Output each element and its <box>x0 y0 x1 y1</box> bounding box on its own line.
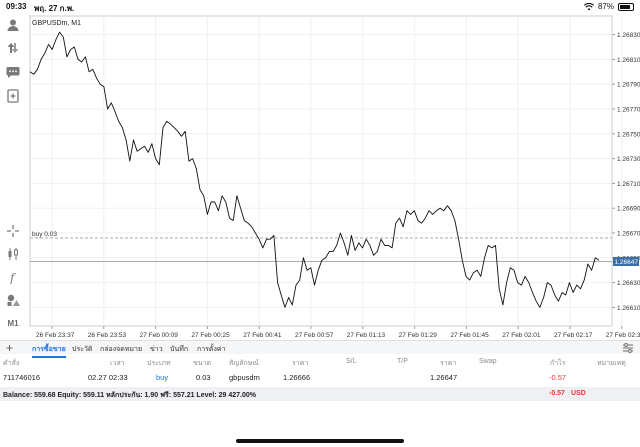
col-sl: S/L <box>346 358 357 365</box>
x-tick-label: 27 Feb 00:41 <box>243 332 282 339</box>
current-price-label: 1.26647 <box>615 259 639 266</box>
x-tick-label: 27 Feb 00:57 <box>295 332 334 339</box>
y-tick-label: 1.26810 <box>617 57 640 64</box>
order-line-label: buy 0.03 <box>32 231 57 238</box>
order-id: 711746016 <box>3 373 40 382</box>
col-type: ประเภท <box>147 360 171 367</box>
objects-icon[interactable] <box>4 291 22 309</box>
status-date: พฤ. 27 ก.พ. <box>34 4 75 13</box>
x-tick-label: 26 Feb 23:37 <box>36 332 75 339</box>
col-swap: Swap <box>479 358 497 365</box>
col-profit: กำไร <box>550 360 566 367</box>
table-row[interactable]: 711746016 02.27 02:33 buy 0.03 gbpusdm 1… <box>0 370 640 386</box>
plot-frame <box>29 15 613 327</box>
col-order: คำสั่ง <box>3 360 20 367</box>
y-tick-label: 1.26690 <box>617 206 640 213</box>
status-time: 09:33 <box>6 2 27 11</box>
x-tick-label: 26 Feb 23:53 <box>88 332 127 339</box>
y-tick-label: 1.26710 <box>617 181 640 188</box>
x-tick-label: 27 Feb 01:13 <box>347 332 386 339</box>
line-tool-icon[interactable]: f <box>4 268 22 286</box>
col-price: ราคา <box>440 360 457 367</box>
battery-percent: 87% <box>597 2 614 11</box>
x-tick-label: 27 Feb 01:45 <box>450 332 489 339</box>
chart-symbol-title: GBPUSDm, M1 <box>32 20 81 27</box>
y-tick-label: 1.26610 <box>617 305 640 312</box>
y-tick-label: 1.26770 <box>617 107 640 114</box>
y-tick-label: 1.26790 <box>617 82 640 89</box>
account-currency: USD <box>571 390 586 397</box>
battery-icon <box>618 2 634 11</box>
col-symbol: สัญลักษณ์ <box>229 360 259 367</box>
y-tick-label: 1.26730 <box>617 156 640 163</box>
y-tick-label: 1.26630 <box>617 280 640 287</box>
tab-trade[interactable]: การซื้อขาย <box>32 346 66 358</box>
balance-summary: Balance: 559.68 Equity: 559.11 หลักประกั… <box>0 387 640 401</box>
chat-icon[interactable] <box>4 63 22 81</box>
order-time: 02.27 02:33 <box>88 373 128 382</box>
tab-journal[interactable]: บันทึก <box>170 346 189 353</box>
status-right: 87% <box>583 2 634 11</box>
wifi-icon <box>583 2 594 10</box>
panel-settings-icon[interactable] <box>622 343 634 355</box>
col-open-price: ราคา <box>292 360 309 367</box>
indicators-icon[interactable] <box>4 245 22 263</box>
y-tick-label: 1.26830 <box>617 32 640 39</box>
new-order-icon[interactable] <box>4 87 22 105</box>
col-size: ขนาด <box>193 360 212 367</box>
chart-canvas[interactable]: 1.26830 1.26810 1.26790 1.26770 1.26750 1.267… <box>26 14 640 340</box>
x-tick-label: 27 Feb 02:01 <box>502 332 541 339</box>
x-tick-label: 27 Feb 00:09 <box>140 332 179 339</box>
chart-toolbar: f M1 <box>0 14 26 330</box>
col-tp: T/P <box>397 358 408 365</box>
current-price-tag <box>613 257 639 267</box>
tab-settings[interactable]: การตั้งค่า <box>197 346 226 353</box>
tab-mailbox[interactable]: กล่องจดหมาย <box>100 346 143 353</box>
home-indicator <box>236 439 404 443</box>
terminal-tabs: + การซื้อขาย ประวัติ กล่องจดหมาย ข่าว บั… <box>0 340 640 358</box>
x-tick-label: 27 Feb 00:25 <box>191 332 230 339</box>
y-tick-label: 1.26750 <box>617 131 640 138</box>
x-tick-label: 27 Feb 02:17 <box>554 332 593 339</box>
order-symbol: gbpusdm <box>229 373 260 382</box>
order-open-price: 1.26666 <box>283 373 311 382</box>
tab-news[interactable]: ข่าว <box>150 346 163 353</box>
svg-text:f: f <box>9 271 17 284</box>
x-tick-label: 27 Feb 02:33 <box>606 332 640 339</box>
order-profit: -0.57 <box>549 373 567 382</box>
tab-history[interactable]: ประวัติ <box>72 346 93 353</box>
price-chart[interactable]: 1.26830 1.26810 1.26790 1.26770 1.26750 1.267… <box>26 14 640 340</box>
col-time: เวลา <box>110 360 125 367</box>
add-tab-icon[interactable]: + <box>6 341 14 355</box>
timeframe-button[interactable]: M1 <box>7 318 19 328</box>
balance-text: Balance: 559.68 Equity: 559.11 หลักประกั… <box>3 392 256 399</box>
trade-table-header: คำสั่ง เวลา ประเภท ขนาด สัญลักษณ์ ราคา S… <box>0 355 640 369</box>
crosshair-icon[interactable] <box>4 222 22 240</box>
total-profit: -0.57 <box>549 390 565 397</box>
order-price: 1.26647 <box>430 373 458 382</box>
order-type: buy <box>156 373 169 382</box>
order-size: 0.03 <box>196 373 211 382</box>
accounts-icon[interactable] <box>4 16 22 34</box>
x-tick-label: 27 Feb 01:29 <box>399 332 438 339</box>
status-bar: 09:33 พฤ. 27 ก.พ. 87% <box>0 0 640 14</box>
trade-arrows-icon[interactable] <box>4 39 22 57</box>
price-line <box>29 31 600 308</box>
y-tick-label: 1.26670 <box>617 231 640 238</box>
col-comment: หมายเหตุ <box>597 360 626 367</box>
